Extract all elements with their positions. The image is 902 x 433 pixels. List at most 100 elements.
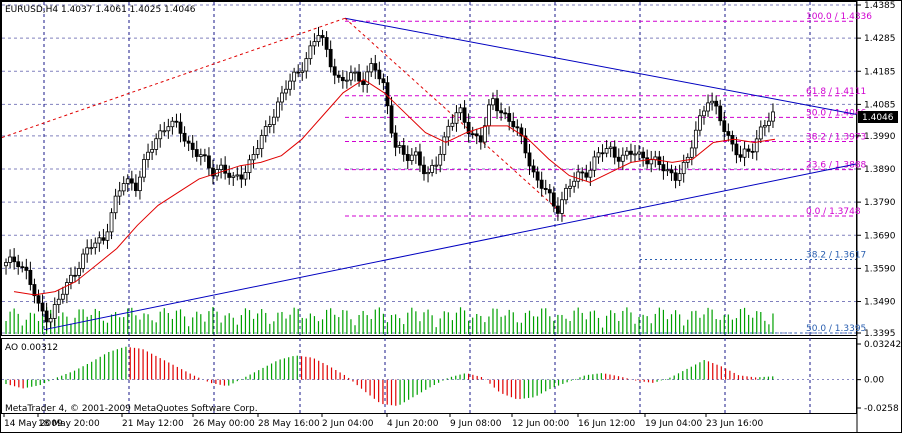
candle-body [12, 256, 17, 263]
support-trendline [43, 163, 857, 331]
candle-body [16, 261, 21, 268]
candle-body [211, 167, 215, 177]
candle-body [450, 122, 455, 127]
candle-body [276, 101, 280, 118]
candle-body [121, 183, 126, 192]
candle-body [641, 151, 646, 159]
grid [2, 2, 856, 413]
candle-body [332, 66, 337, 76]
candle-body [73, 274, 77, 277]
y-tick-label: 1.3590 [864, 264, 896, 274]
candle-body [336, 74, 341, 78]
candle-body [259, 135, 264, 150]
candle-body [401, 145, 406, 155]
candle-body [20, 266, 25, 269]
candle-body [44, 310, 49, 323]
candle-body [101, 237, 106, 241]
candle-body [718, 105, 723, 122]
candle-body [519, 127, 524, 137]
candle-body [503, 112, 508, 115]
x-tick-label: 19 Jun 04:00 [645, 419, 702, 429]
candle-body [109, 212, 114, 233]
candle-body [133, 182, 138, 192]
moving-average-line [13, 78, 776, 296]
candle-body [146, 151, 150, 160]
y-tick-label: 1.4385 [864, 1, 896, 11]
candle-body [738, 154, 743, 158]
candle-body [69, 274, 73, 283]
fib-diagonal-up [1, 17, 346, 138]
ao-y-axis-ticks: 0.03242 0.00 -0.0258 [857, 340, 901, 414]
candle-body [693, 129, 698, 149]
candle-body [523, 135, 528, 154]
candle-body [365, 71, 370, 85]
candle-body [389, 105, 394, 134]
candle-body [470, 133, 475, 136]
candle-body [556, 205, 560, 214]
candle-body [267, 124, 272, 127]
candle-body [568, 185, 572, 189]
candle-body [328, 48, 333, 68]
x-tick-label: 9 Jun 08:00 [450, 419, 502, 429]
fib-outer-label: 50.0 / 1.3395 [806, 324, 866, 334]
candle-body [316, 35, 321, 43]
y-tick-label: 1.3890 [864, 165, 896, 175]
candle-body [515, 126, 520, 129]
candle-body [344, 79, 349, 82]
candle-body [198, 154, 203, 157]
candle-body [629, 150, 633, 155]
candle-body [669, 169, 674, 174]
candle-body [758, 126, 763, 140]
candle-body [349, 72, 353, 81]
candle-body [539, 179, 544, 189]
candle-body [511, 121, 516, 128]
fib-diagonal-down [344, 17, 566, 217]
candle-body [698, 115, 702, 131]
resistance-trendline [344, 17, 857, 115]
candle-body [714, 100, 719, 107]
candle-body [202, 154, 207, 157]
candle-body [158, 130, 163, 140]
ao-tick-label: -0.0258 [864, 404, 899, 414]
candle-body [677, 173, 682, 181]
candle-body [726, 131, 731, 136]
fib-outer-label: 38.2 / 1.3617 [806, 250, 866, 260]
y-tick-label: 1.3690 [864, 231, 896, 241]
candle-body [616, 156, 621, 162]
candle-body [239, 174, 244, 180]
ao-title: AO 0.00312 [5, 343, 58, 353]
candle-body [584, 172, 589, 178]
candle-body [661, 164, 666, 172]
candle-body [40, 302, 45, 312]
x-tick-label: 28 May 16:00 [258, 419, 320, 429]
candle-body [434, 164, 439, 167]
chart-title: EURUSD,H4 1.4037 1.4061 1.4025 1.4046 [5, 5, 196, 15]
candle-body [608, 146, 613, 149]
candle-body [182, 132, 187, 142]
candle-body [762, 125, 767, 128]
candle-body [673, 172, 678, 181]
candle-body [312, 41, 317, 47]
moving-average [13, 78, 776, 296]
candle-body [385, 82, 390, 107]
x-tick-label: 23 Jun 16:00 [706, 419, 763, 429]
candle-body [113, 195, 118, 214]
candle-body [507, 113, 512, 122]
candle-body [353, 71, 357, 74]
candle-body [170, 120, 175, 128]
fib-level-label: 61.8 / 1.4111 [806, 87, 866, 97]
candle-body [681, 161, 686, 175]
candle-body [308, 45, 313, 60]
copyright-text: MetaTrader 4, © 2001-2009 MetaQuotes Sof… [5, 404, 258, 414]
candle-body [750, 150, 755, 153]
candle-body [527, 152, 532, 167]
candle-body [93, 242, 98, 249]
candle-body [633, 153, 637, 156]
candle-body [300, 70, 305, 73]
candle-body [426, 172, 430, 175]
candle-body [48, 318, 53, 323]
candle-body [89, 247, 94, 250]
candle-body [369, 63, 374, 73]
fib-level-label: 50.0 / 1.4046 [806, 108, 867, 118]
